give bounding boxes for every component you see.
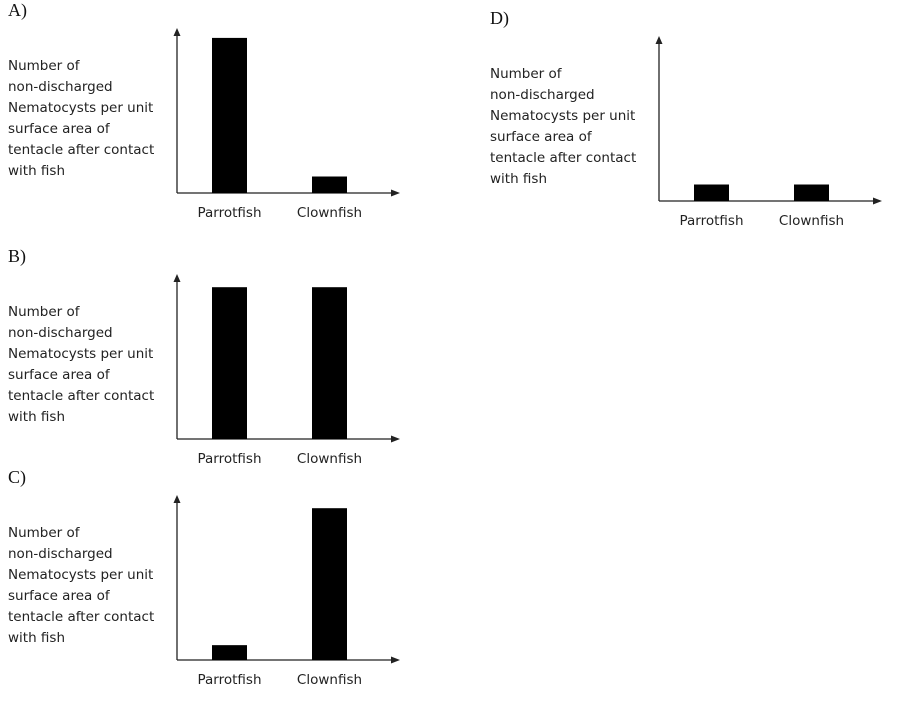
y-axis-arrow-icon — [655, 36, 663, 44]
panel-c: C) Number of non-discharged Nematocysts p… — [0, 467, 420, 707]
panel-letter: A) — [8, 0, 27, 20]
bar-chart: Parrotfish Clownfish — [173, 495, 400, 688]
bar-parrotfish — [212, 287, 247, 439]
x-tick-label: Parrotfish — [679, 213, 743, 229]
y-axis-label: Number of non-discharged Nematocysts per… — [8, 525, 155, 646]
y-axis-arrow-icon — [173, 28, 181, 36]
x-axis-arrow-icon — [873, 197, 882, 205]
x-axis-arrow-icon — [391, 435, 400, 443]
x-tick-label: Parrotfish — [197, 672, 261, 688]
bar-parrotfish — [212, 37, 247, 194]
bar-clownfish — [312, 176, 347, 193]
bar-chart: Parrotfish Clownfish — [655, 36, 882, 229]
bar-clownfish — [794, 184, 829, 201]
x-tick-label: Parrotfish — [197, 205, 261, 221]
panel-letter: B) — [8, 246, 26, 266]
x-axis-arrow-icon — [391, 189, 400, 197]
bar-clownfish — [312, 287, 347, 439]
bar-chart: Parrotfish Clownfish — [173, 274, 400, 467]
panel-letter: C) — [8, 467, 26, 487]
bar-clownfish — [312, 508, 347, 660]
x-tick-label: Clownfish — [779, 213, 844, 229]
bar-parrotfish — [694, 184, 729, 201]
bar-chart: Parrotfish Clownfish — [173, 28, 400, 221]
y-axis-label: Number of non-discharged Nematocysts per… — [8, 58, 155, 179]
panel-b: B) Number of non-discharged Nematocysts p… — [0, 246, 420, 486]
y-axis-label: Number of non-discharged Nematocysts per… — [8, 304, 155, 425]
bar-parrotfish — [212, 645, 247, 660]
x-tick-label: Clownfish — [297, 451, 362, 467]
x-tick-label: Clownfish — [297, 205, 362, 221]
x-axis-arrow-icon — [391, 656, 400, 664]
panel-a: A) Number of non-discharged Nematocysts p… — [0, 0, 420, 240]
panel-letter: D) — [490, 8, 509, 28]
x-tick-label: Parrotfish — [197, 451, 261, 467]
y-axis-arrow-icon — [173, 495, 181, 503]
y-axis-arrow-icon — [173, 274, 181, 282]
x-tick-label: Clownfish — [297, 672, 362, 688]
y-axis-label: Number of non-discharged Nematocysts per… — [490, 66, 637, 187]
panel-d: D) Number of non-discharged Nematocysts p… — [482, 8, 900, 248]
